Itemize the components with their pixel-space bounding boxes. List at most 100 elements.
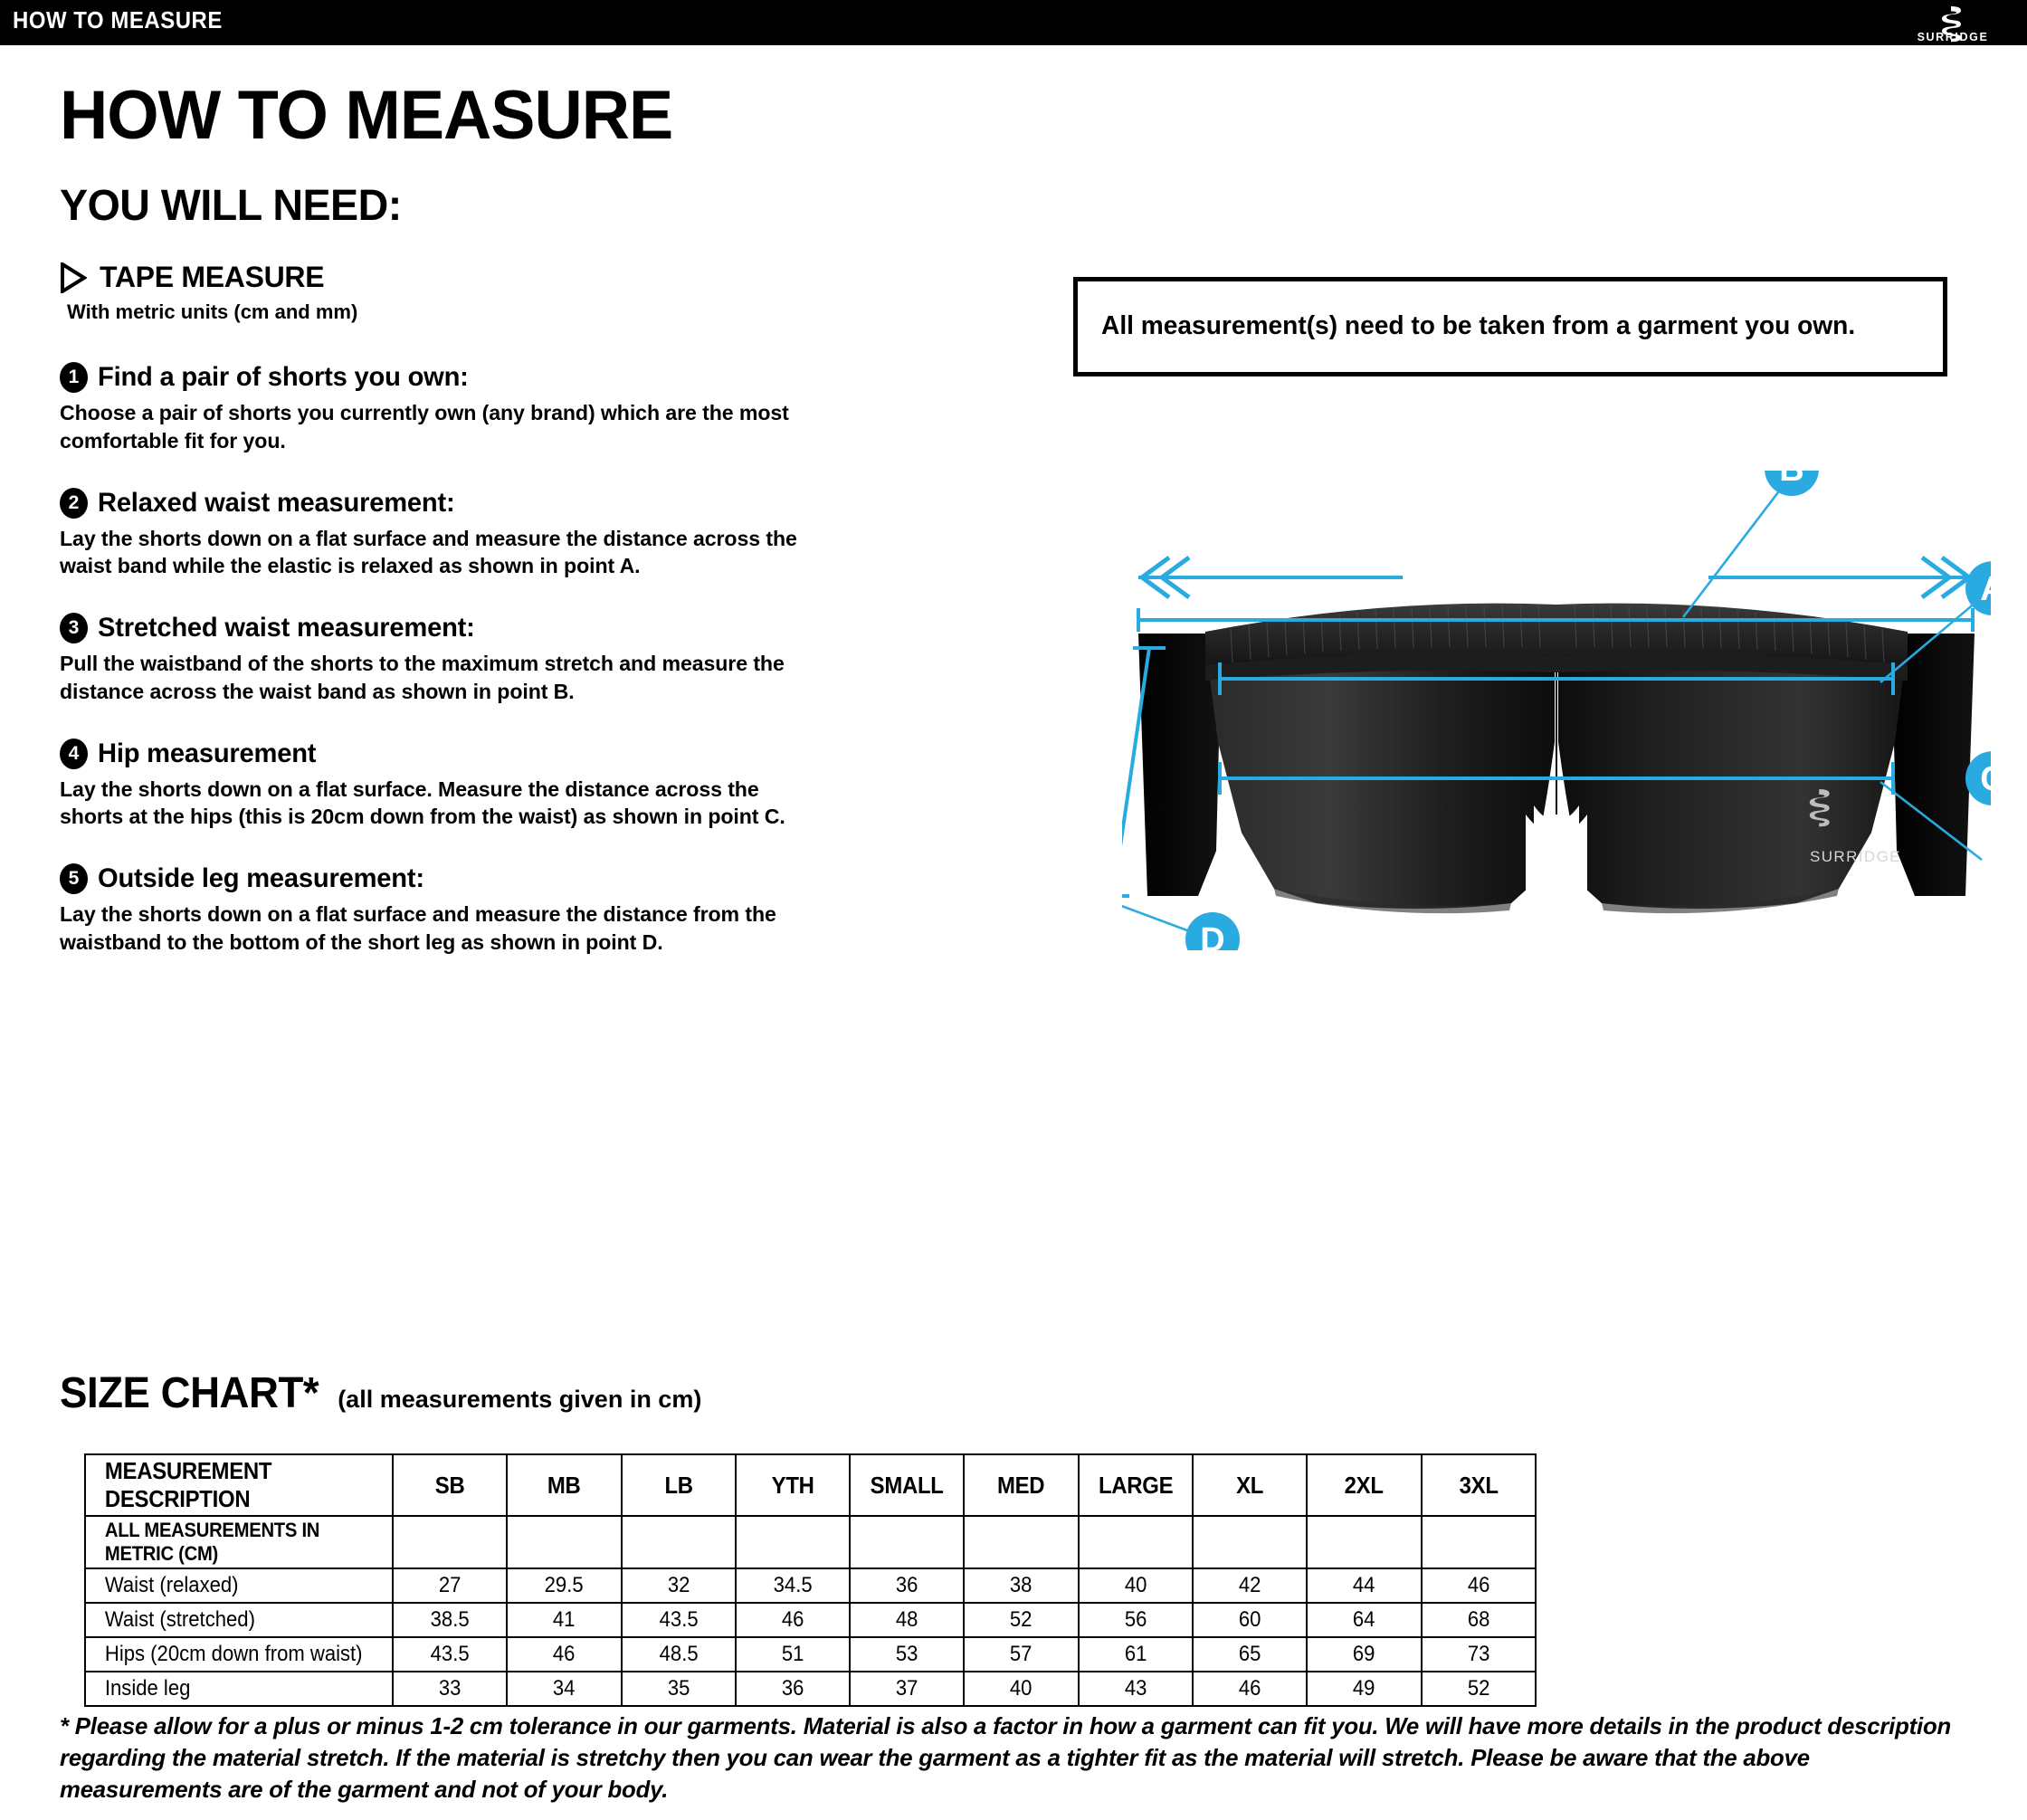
step-4-title: Hip measurement [98,738,317,768]
cell: 27 [396,1567,504,1604]
cell: 36 [739,1671,847,1707]
cell: 29.5 [510,1567,618,1604]
cell: 65 [1196,1636,1304,1672]
cell: 73 [1424,1636,1532,1672]
cell: 37 [853,1671,961,1707]
top-bar-title: HOW TO MEASURE [13,6,223,33]
table-body: ALL MEASUREMENTS IN METRIC (CM) Waist (r… [85,1515,1536,1707]
cell: 32 [624,1567,732,1604]
col-header-lb: LB [624,1453,732,1517]
svg-text:SURRIDGE: SURRIDGE [1810,848,1901,865]
cell: 43 [1081,1671,1189,1707]
step-2: 2 Relaxed waist measurement: Lay the sho… [60,487,811,581]
surridge-logo: SURRIDGE [1893,4,2011,43]
table-row: Inside leg 33 34 35 36 37 40 43 46 49 52 [85,1671,1536,1707]
row-label: Hips (20cm down from waist) [96,1636,382,1672]
marker-a: A [1965,561,1991,615]
cell: 52 [967,1602,1075,1638]
cell: 34.5 [739,1567,847,1604]
cell: 43.5 [396,1636,504,1672]
col-header-sb: SB [396,1453,504,1517]
footnote-text: * Please allow for a plus or minus 1-2 c… [60,1712,1951,1803]
col-header-description: MEASUREMENT DESCRIPTION [96,1453,382,1517]
step-5-body: Lay the shorts down on a flat surface an… [60,902,776,955]
table-row: Waist (relaxed) 27 29.5 32 34.5 36 38 40… [85,1567,1536,1604]
metric-note-cell: ALL MEASUREMENTS IN METRIC (CM) [96,1515,382,1569]
step-3: 3 Stretched waist measurement: Pull the … [60,613,811,706]
shorts-diagram-svg: SURRIDGE [1122,471,1991,950]
marker-c-dimension [1218,762,1895,795]
svg-text:SURRIDGE: SURRIDGE [1918,31,1989,43]
cell: 40 [967,1671,1075,1707]
step-1-number-badge: 1 [60,362,88,393]
size-chart-subtitle: (all measurements given in cm) [338,1386,702,1413]
cell [739,1515,847,1569]
step-4-number-badge: 4 [60,738,88,769]
svg-text:B: B [1779,471,1803,489]
cell: 44 [1310,1567,1418,1604]
cell: 46 [510,1636,618,1672]
top-bar: HOW TO MEASURE SURRIDGE [0,0,2027,45]
leader-a [1879,596,1983,683]
svg-text:C: C [1980,760,1991,798]
cell: 51 [739,1636,847,1672]
step-1: 1 Find a pair of shorts you own: Choose … [60,362,811,455]
callout-text: All measurement(s) need to be taken from… [1101,311,1856,341]
step-5: 5 Outside leg measurement: Lay the short… [60,863,811,957]
marker-b: B [1765,471,1819,496]
step-1-body: Choose a pair of shorts you currently ow… [60,401,789,453]
cell: 33 [396,1671,504,1707]
table-row: Waist (stretched) 38.5 41 43.5 46 48 52 … [85,1602,1536,1638]
size-chart-heading: SIZE CHART* (all measurements given in c… [60,1368,701,1418]
tape-measure-note: With metric units (cm and mm) [67,300,358,323]
cell: 36 [853,1567,961,1604]
tape-measure-row: TAPE MEASURE [60,261,325,294]
shorts-measurement-diagram: SURRIDGE [1122,471,1991,950]
col-header-yth: YTH [739,1453,847,1517]
marker-a-dimension [1218,662,1895,695]
col-header-mb: MB [510,1453,618,1517]
cell: 48 [853,1602,961,1638]
marker-d-dimension [1122,646,1166,898]
cell [853,1515,961,1569]
step-3-number-badge: 3 [60,613,88,644]
cell [967,1515,1075,1569]
size-chart-title: SIZE CHART* [60,1369,319,1417]
marker-b-dimension [1137,555,1975,632]
step-4: 4 Hip measurement Lay the shorts down on… [60,738,811,832]
row-label: Inside leg [96,1671,382,1707]
cell: 57 [967,1636,1075,1672]
step-1-head: 1 Find a pair of shorts you own: [60,362,811,393]
table-row: ALL MEASUREMENTS IN METRIC (CM) [85,1515,1536,1569]
cell: 35 [624,1671,732,1707]
cell: 46 [739,1602,847,1638]
step-5-number-badge: 5 [60,863,88,895]
cell: 60 [1196,1602,1304,1638]
leader-b [1681,488,1783,618]
cell: 56 [1081,1602,1189,1638]
cell: 42 [1196,1567,1304,1604]
col-header-small: SMALL [853,1453,961,1517]
svg-text:D: D [1200,921,1224,950]
step-2-title: Relaxed waist measurement: [98,487,455,518]
cell: 68 [1424,1602,1532,1638]
step-4-body: Lay the shorts down on a flat surface. M… [60,777,785,829]
leader-c [1879,780,1983,862]
row-label: Waist (relaxed) [96,1567,382,1604]
cell: 46 [1424,1567,1532,1604]
step-5-title: Outside leg measurement: [98,863,424,894]
steps-list: 1 Find a pair of shorts you own: Choose … [60,358,811,966]
col-header-xl: XL [1196,1453,1304,1517]
cell: 43.5 [624,1602,732,1638]
col-header-2xl: 2XL [1310,1453,1418,1517]
shorts-graphic: SURRIDGE [1138,603,1975,923]
cell [1196,1515,1304,1569]
triangle-bullet-icon [61,262,87,293]
cell [396,1515,504,1569]
col-header-large: LARGE [1081,1453,1189,1517]
step-2-body: Lay the shorts down on a flat surface an… [60,526,797,578]
callout-box: All measurement(s) need to be taken from… [1073,277,1947,376]
marker-bubbles: B A C D [1185,471,1991,950]
step-5-head: 5 Outside leg measurement: [60,863,811,895]
